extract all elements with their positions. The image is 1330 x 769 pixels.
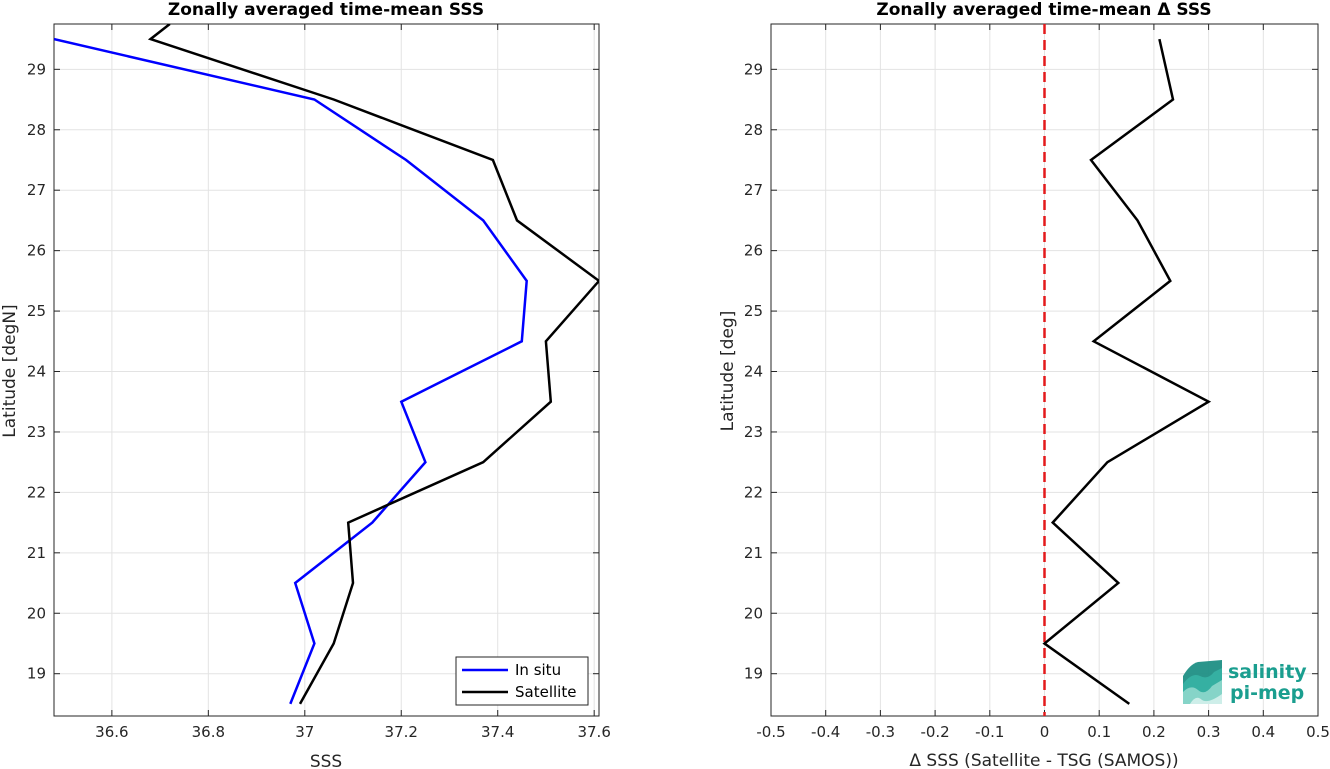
y-tick-label: 29 <box>27 60 46 78</box>
y-tick-label: 27 <box>744 181 763 199</box>
x-tick-label: 37.2 <box>385 723 418 741</box>
y-tick-label: 20 <box>27 604 46 622</box>
legend-label-in-situ: In situ <box>515 661 561 679</box>
x-tick-label: 37.4 <box>481 723 514 741</box>
logo-text-pi-mep: pi-mep <box>1230 682 1304 704</box>
x-tick-label: -0.2 <box>920 723 949 741</box>
x-tick-label: 37 <box>295 723 314 741</box>
legend-label-satellite: Satellite <box>515 683 576 701</box>
left-panel: Zonally averaged time-mean SSS SSS Latit… <box>0 0 611 769</box>
y-tick-label: 21 <box>744 544 763 562</box>
x-tick-label: 0.5 <box>1306 723 1330 741</box>
x-tick-label: 37.6 <box>577 723 610 741</box>
y-tick-label: 22 <box>27 483 46 501</box>
series-line-satellite <box>147 24 599 705</box>
axes-frame <box>53 23 600 717</box>
x-tick-label: -0.3 <box>866 723 895 741</box>
legend-box <box>455 656 589 706</box>
right-chart-title: Zonally averaged time-mean Δ SSS <box>876 0 1211 20</box>
x-tick-label: 0.4 <box>1251 723 1275 741</box>
x-tick-label: 0 <box>1040 723 1050 741</box>
y-tick-label: 29 <box>744 60 763 78</box>
x-tick-label: 0.2 <box>1142 723 1166 741</box>
left-y-axis-label: Latitude [degN] <box>0 304 20 437</box>
y-tick-label: 24 <box>744 363 763 381</box>
y-tick-label: 19 <box>744 665 763 683</box>
series-line-in-situ <box>54 37 528 705</box>
y-tick-label: 23 <box>744 423 763 441</box>
y-tick-label: 25 <box>744 302 763 320</box>
x-tick-label: 0.3 <box>1197 723 1221 741</box>
y-tick-label: 22 <box>744 483 763 501</box>
y-tick-label: 28 <box>744 121 763 139</box>
salinity-pi-mep-logo: salinity pi-mep <box>1183 660 1307 704</box>
x-tick-label: 0.1 <box>1087 723 1111 741</box>
y-tick-label: 26 <box>27 242 46 260</box>
x-tick-label: -0.4 <box>811 723 840 741</box>
y-tick-label: 23 <box>27 423 46 441</box>
legend: In situ Satellite <box>455 656 589 706</box>
wave-logo-icon <box>1183 660 1222 704</box>
logo-text-salinity: salinity <box>1228 661 1307 683</box>
right-x-axis-label: Δ SSS (Satellite - TSG (SAMOS)) <box>909 751 1178 769</box>
x-tick-label: -0.5 <box>756 723 785 741</box>
y-tick-label: 27 <box>27 181 46 199</box>
left-chart-title: Zonally averaged time-mean SSS <box>168 0 484 20</box>
left-x-axis-label: SSS <box>310 752 342 769</box>
y-tick-label: 20 <box>744 604 763 622</box>
grid <box>54 24 599 716</box>
y-tick-label: 19 <box>27 665 46 683</box>
y-tick-label: 24 <box>27 363 46 381</box>
y-tick-label: 21 <box>27 544 46 562</box>
right-y-axis-label: Latitude [deg] <box>718 311 738 432</box>
x-tick-label: 36.8 <box>192 723 225 741</box>
x-tick-label: 36.6 <box>95 723 128 741</box>
y-tick-label: 25 <box>27 302 46 320</box>
y-tick-label: 26 <box>744 242 763 260</box>
right-panel: Zonally averaged time-mean Δ SSS Δ SSS (… <box>718 0 1330 769</box>
series-line-delta-sss <box>1042 38 1212 705</box>
y-tick-label: 28 <box>27 121 46 139</box>
x-tick-label: -0.1 <box>975 723 1004 741</box>
